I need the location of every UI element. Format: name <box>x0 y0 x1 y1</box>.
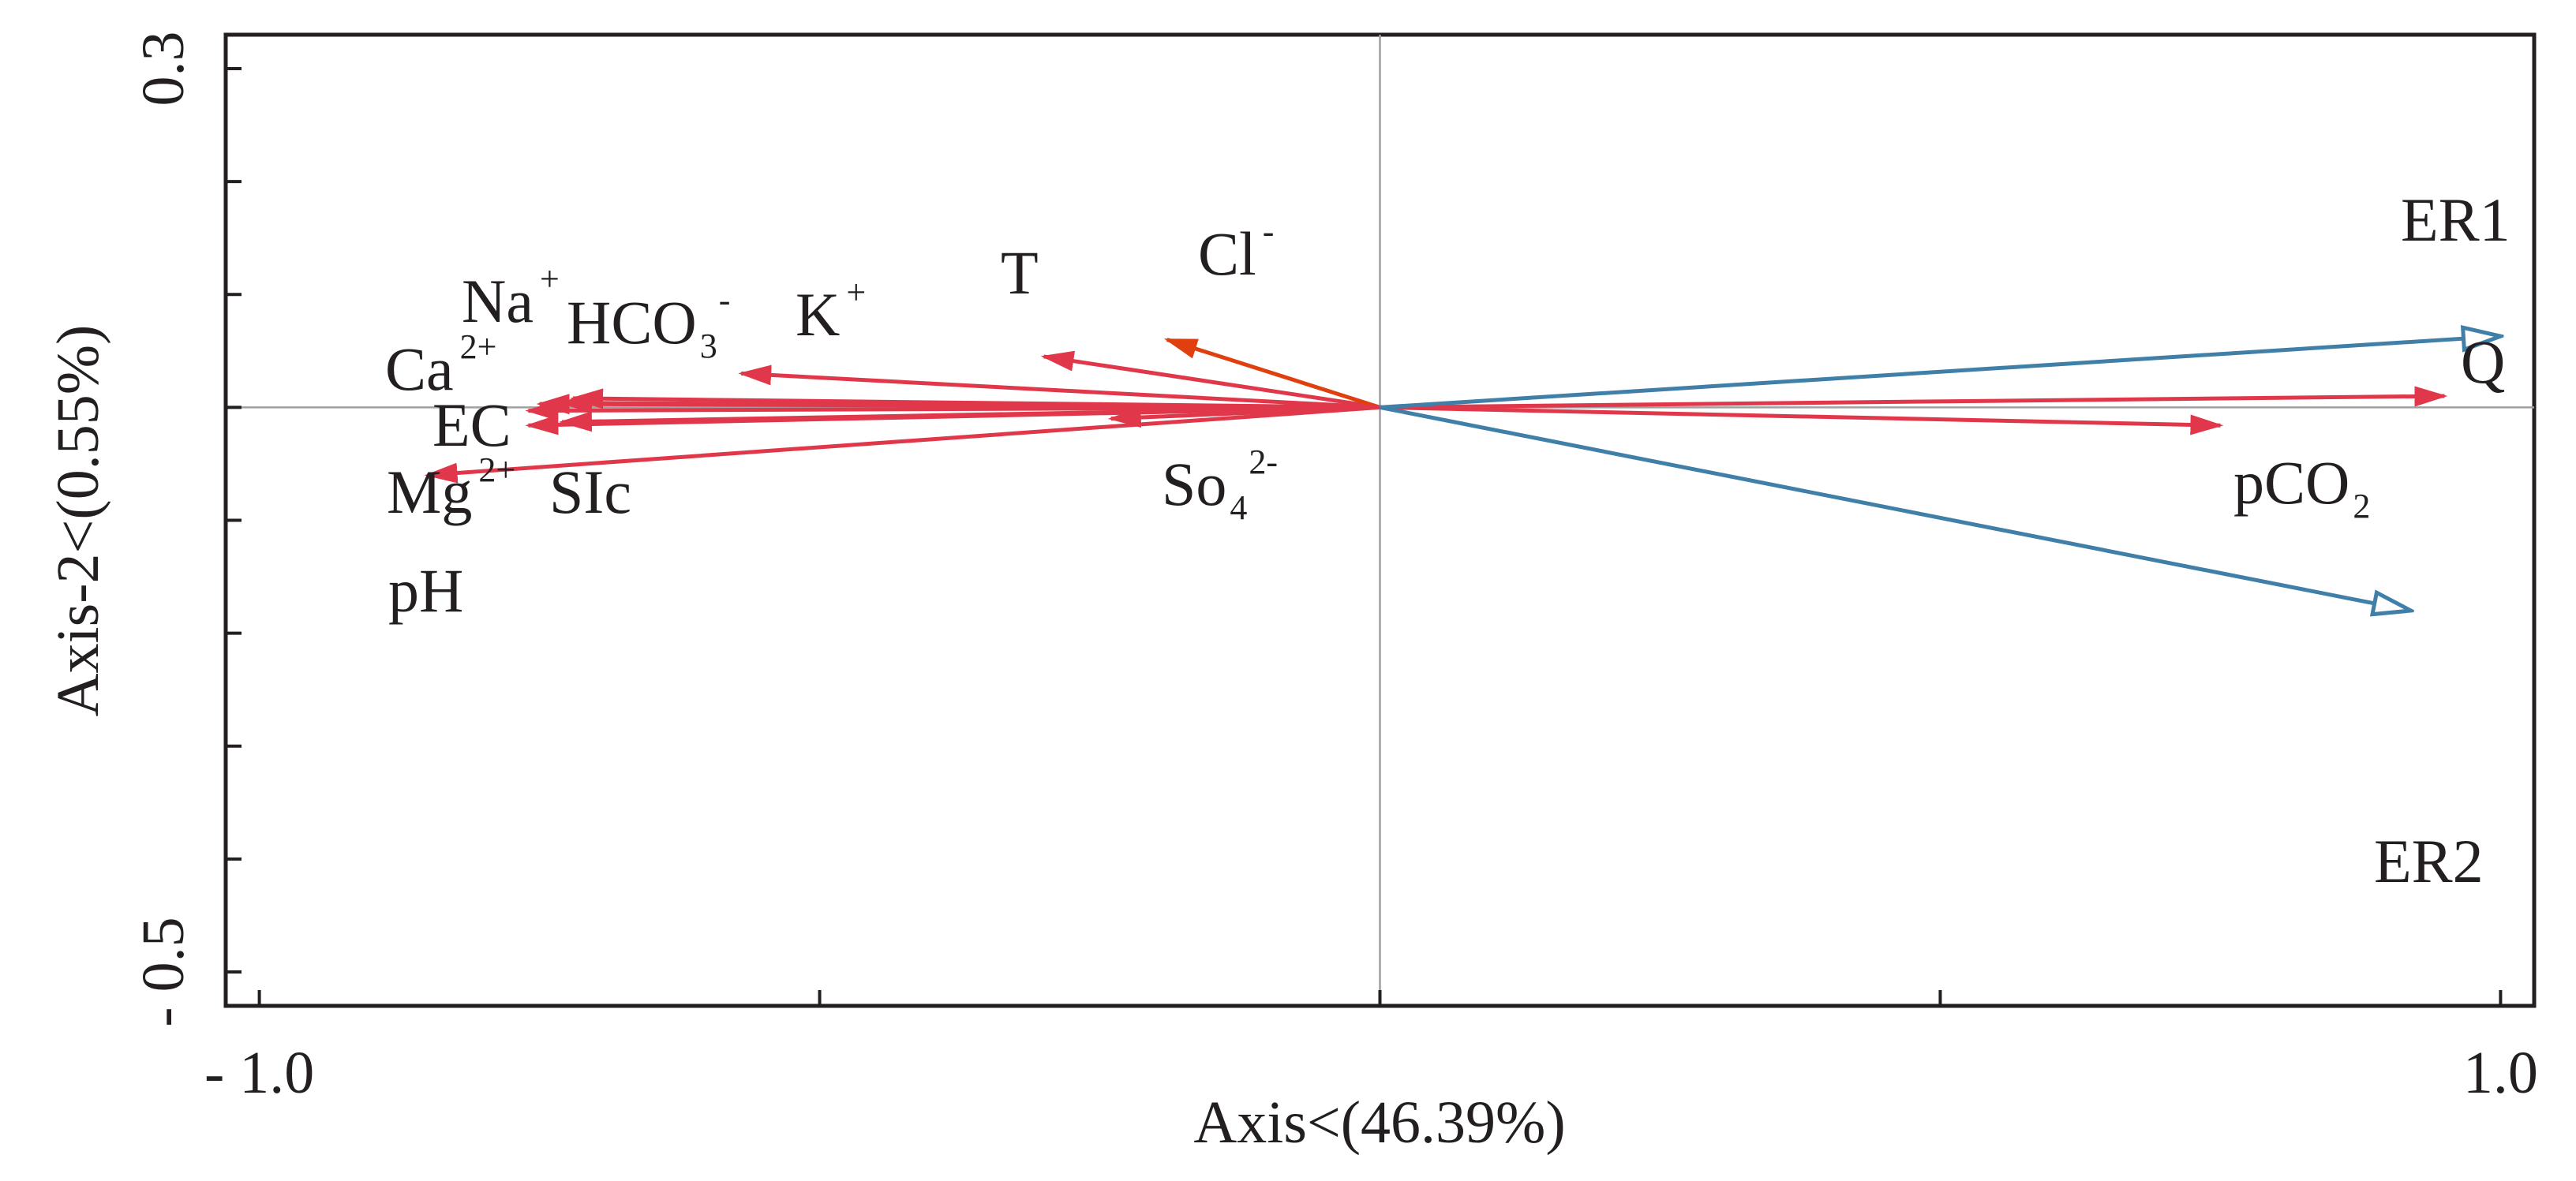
x-axis-title: Axis<(46.39%) <box>1193 1089 1565 1156</box>
arrow-q <box>1380 386 2448 409</box>
arrow-k <box>738 364 1380 409</box>
label-ca2: Ca 2+ <box>385 327 496 403</box>
x-tick-label: 1.0 <box>2463 1040 2538 1106</box>
explanatory-arrows <box>424 338 2448 484</box>
y-tick-label: 0.3 <box>130 31 197 106</box>
y-axis-title: Axis-2<(0.55%) <box>45 325 111 717</box>
label-na: Na + <box>462 260 560 335</box>
response-arrows <box>1380 336 2501 611</box>
label-ec: EC <box>432 391 511 459</box>
label-pco2: pCO2 <box>2233 448 2370 525</box>
x-axis-ticks <box>257 990 2503 1006</box>
label-hco3: HCO3- <box>567 281 730 365</box>
label-er1: ER1 <box>2401 185 2510 254</box>
arrow-pco2 <box>1380 405 2224 435</box>
arrow-er2 <box>1380 405 2411 611</box>
label-q: Q <box>2461 327 2505 396</box>
y-tick-label: - 0.5 <box>130 917 197 1026</box>
x-tick-label: - 1.0 <box>204 1040 314 1106</box>
label-cl: Cl - <box>1198 212 1274 288</box>
arrow-ec <box>525 400 1380 421</box>
label-er2: ER2 <box>2374 827 2484 895</box>
y-axis-ticks <box>226 66 242 974</box>
label-k: K + <box>796 273 866 349</box>
label-t: T <box>1001 238 1039 307</box>
y-axis-tick-labels: 0.3 - 0.5 <box>130 31 197 1026</box>
x-axis-tick-labels: - 1.0 1.0 <box>204 1040 2538 1106</box>
arrow-mg2 <box>525 405 1380 435</box>
label-mg2: Mg 2+ <box>387 450 515 526</box>
arrow-t <box>1040 350 1380 409</box>
arrow-er1 <box>1380 336 2501 409</box>
label-ph: pH <box>388 556 463 625</box>
arrow-cl <box>1163 338 1381 409</box>
label-so4-2: So42- <box>1162 443 1278 527</box>
arrow-ph <box>424 405 1380 484</box>
label-sic: SIc <box>549 458 631 526</box>
